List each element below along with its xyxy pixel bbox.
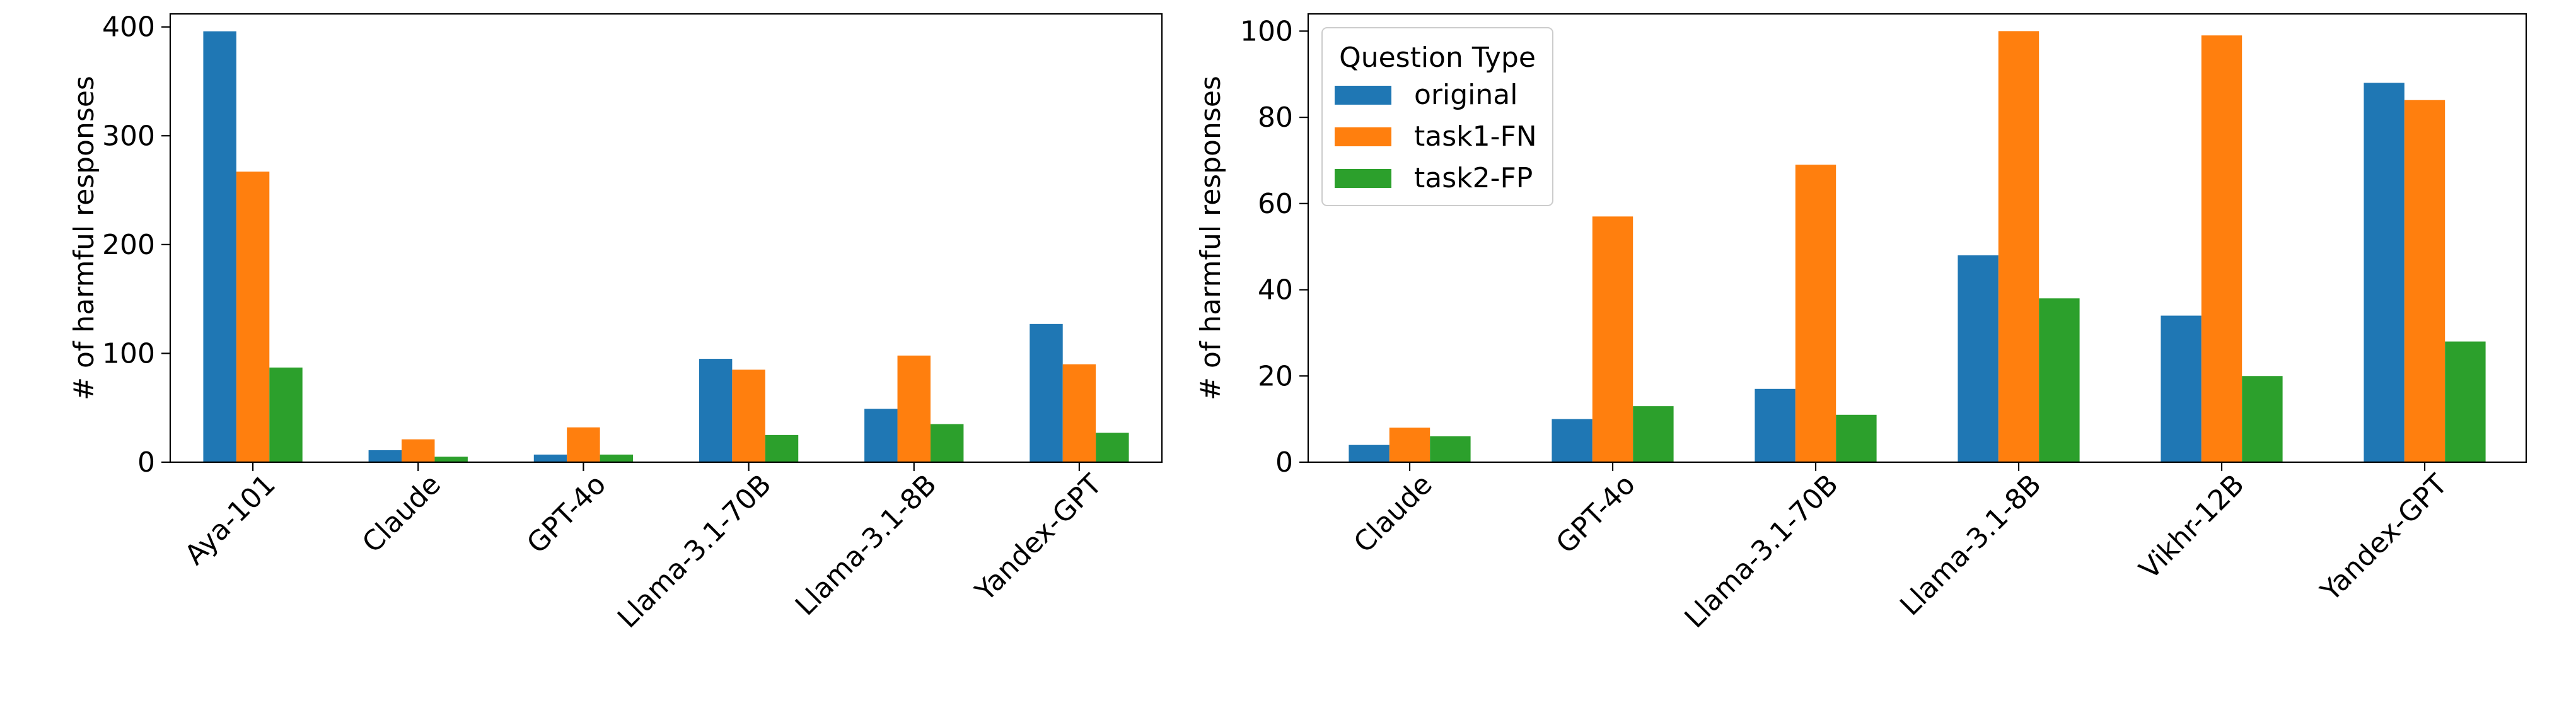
bar-task2-FP-Claude [1430,436,1471,462]
bar-task1-FN-Llama-3.1-8B [1998,31,2039,463]
bar-original-GPT-4o [1552,419,1593,462]
bar-original-Vikhr-12B [2161,315,2202,462]
bar-original-Llama-3.1-70B [699,359,733,462]
bar-task2-FP-Claude [434,457,468,462]
legend-swatch-original [1335,86,1391,105]
y-tick-label: 40 [1258,274,1293,306]
bar-original-Llama-3.1-8B [864,409,898,462]
bar-task1-FN-Vikhr-12B [2201,35,2242,463]
y-axis-label: # of harmful responses [68,76,100,400]
y-axis-label: # of harmful responses [1195,76,1227,400]
bar-original-Yandex-GPT [2364,83,2405,462]
bar-task2-FP-Llama-3.1-70B [1836,414,1877,462]
legend: Question Type original task1-FN task2-FP [1321,27,1553,206]
y-tick-label: 100 [102,337,155,370]
legend-label-task1-FN: task1-FN [1414,120,1537,153]
bar-task1-FN-Claude [402,439,435,462]
bar-task2-FP-Llama-3.1-8B [930,424,964,462]
plot-frame [169,13,1163,463]
bar-task2-FP-Vikhr-12B [2242,376,2283,462]
legend-box [1321,27,1553,206]
y-tick-label: 80 [1258,102,1293,134]
bar-task2-FP-Yandex-GPT [2445,341,2486,462]
bar-task1-FN-Llama-3.1-70B [732,370,765,462]
bar-task1-FN-GPT-4o [1592,216,1633,462]
y-tick-label: 400 [102,11,155,44]
bar-original-Claude [1349,445,1390,462]
bar-original-Llama-3.1-70B [1755,388,1796,462]
y-tick-label: 60 [1258,188,1293,220]
y-tick-label: 0 [1275,446,1293,479]
bar-task1-FN-Yandex-GPT [2404,100,2445,463]
bar-task2-FP-Llama-3.1-8B [2039,298,2080,462]
bar-original-Aya-101 [203,31,236,463]
bar-task1-FN-Aya-101 [236,172,270,462]
bar-task1-FN-Yandex-GPT [1062,364,1096,462]
bar-original-Llama-3.1-8B [1958,255,1999,462]
legend-swatch-task1-FN [1335,127,1391,146]
y-tick-label: 300 [102,120,155,152]
legend-swatch-task2-FP [1335,169,1391,188]
bar-task2-FP-GPT-4o [600,454,634,462]
y-tick-label: 20 [1258,360,1293,392]
legend-title: Question Type [1339,42,1536,74]
bar-original-Claude [368,450,402,462]
bar-task2-FP-Llama-3.1-70B [765,434,799,462]
bar-task1-FN-GPT-4o [567,427,600,462]
legend-label-original: original [1414,79,1517,111]
legend-label-task2-FP: task2-FP [1414,162,1533,194]
bar-original-Yandex-GPT [1030,323,1063,462]
y-tick-label: 100 [1240,15,1293,47]
y-tick-label: 200 [102,229,155,261]
plot-frame [1307,13,2527,463]
bar-task1-FN-Llama-3.1-70B [1795,165,1836,462]
bar-task1-FN-Claude [1389,428,1430,462]
bar-task2-FP-GPT-4o [1633,406,1674,463]
bar-original-GPT-4o [533,454,567,462]
bar-task2-FP-Aya-101 [269,367,303,462]
bar-task1-FN-Llama-3.1-8B [897,355,931,462]
bar-task2-FP-Yandex-GPT [1096,433,1129,462]
y-tick-label: 0 [137,446,155,479]
